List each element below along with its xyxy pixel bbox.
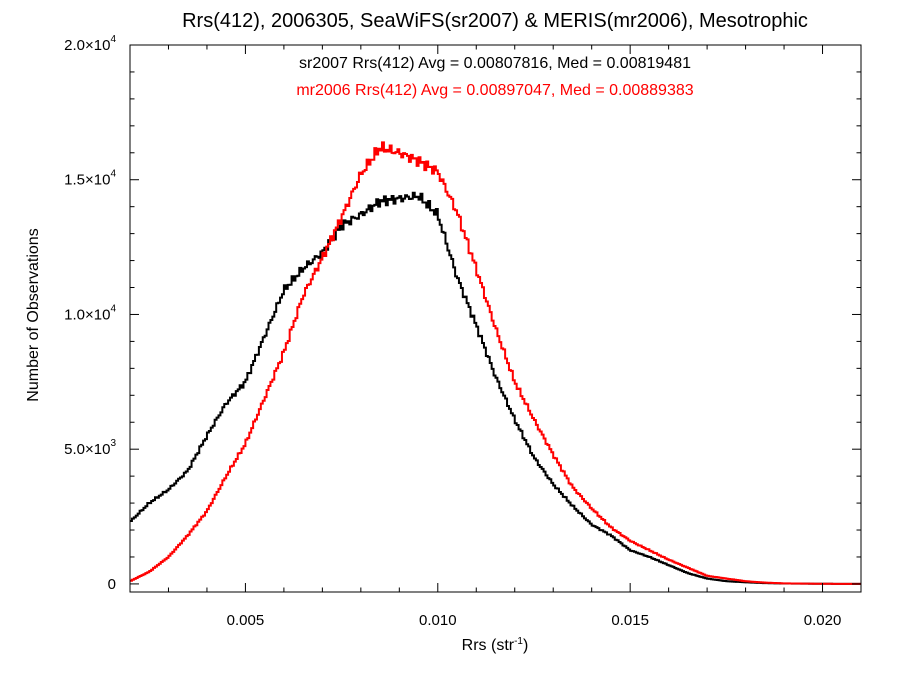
tick-labels-layer: 0.005 0.010 0.015 0.020 0 5.0×103 1.0×104 1.5×1… [64,34,841,629]
annotations: sr2007 Rrs(412) Avg = 0.00807816, Med = … [296,55,693,99]
series-line-mr2006 [130,141,861,585]
y-tick-label: 1.0×104 [64,303,116,323]
y-tick-label: 5.0×103 [64,438,116,458]
y-tick-label: 2.0×104 [64,34,116,54]
y-tick-label: 0 [108,576,116,593]
series-layer [130,141,861,585]
y-tick-label: 1.5×104 [64,169,116,189]
x-tick-label: 0.015 [611,612,649,629]
ticks-layer [129,44,862,592]
annotation-line-2: mr2006 Rrs(412) Avg = 0.00897047, Med = … [296,82,693,99]
x-tick-label: 0.005 [227,612,265,629]
x-axis-label: Rrs (str-1) [462,636,529,654]
x-tick-label: 0.020 [804,612,842,629]
annotation-line-1: sr2007 Rrs(412) Avg = 0.00807816, Med = … [299,55,691,72]
series-line-sr2007 [130,191,861,585]
y-axis-label-text: Number of Observations [25,228,42,401]
chart-title: Rrs(412), 2006305, SeaWiFS(sr2007) & MER… [182,10,808,32]
x-axis-label-base: Rrs (str [462,637,515,654]
x-axis-label-tail: ) [523,637,528,654]
x-axis-label-sup: -1 [514,636,523,647]
plot-frame [129,44,862,593]
x-tick-label: 0.010 [419,612,457,629]
y-axis-label: Number of Observations [25,228,42,401]
